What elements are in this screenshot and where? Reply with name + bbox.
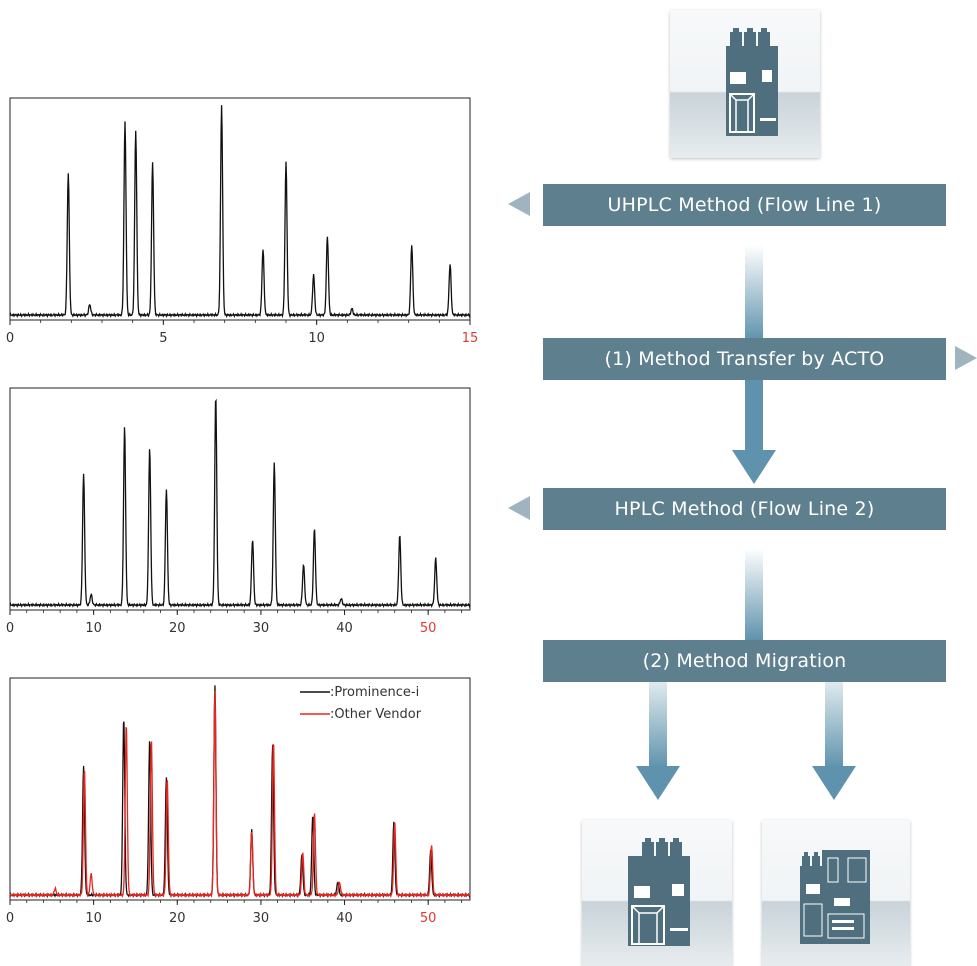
step-migration-label: (2) Method Migration: [642, 650, 847, 672]
down-arrow-head: [732, 450, 776, 484]
x-tick-label: 10: [85, 621, 102, 636]
x-tick-label: 0: [6, 911, 14, 926]
x-tick-label: 0: [6, 621, 14, 636]
flow-arrow-shaft: [649, 682, 667, 768]
x-tick-label: 50: [420, 911, 437, 926]
x-tick-label: 50: [420, 621, 437, 636]
series-trace: [9, 105, 471, 319]
other-vendor-instrument-icon: [762, 820, 910, 966]
plot-frame: [9, 387, 471, 611]
series-trace: [9, 690, 471, 899]
x-tick-label: 10: [308, 331, 325, 346]
right-arrow-triangle: [955, 346, 977, 370]
x-tick-label: 10: [85, 911, 102, 926]
series-trace: [9, 398, 471, 609]
step-transfer-label: (1) Method Transfer by ACTO: [604, 348, 885, 370]
legend-label: :Prominence-i: [330, 685, 419, 700]
flow-arrow-shaft: [745, 245, 763, 340]
x-tick-label: 40: [336, 911, 353, 926]
left-arrow-triangle: [508, 192, 530, 216]
left-arrow-triangle: [508, 496, 530, 520]
flow-arrow-shaft: [825, 682, 843, 768]
step-uhplc-label: UHPLC Method (Flow Line 1): [607, 194, 882, 216]
chromatogram-comparison: 0 10 20 30 40 50 :Prominence-i :Other Vendor: [6, 677, 471, 926]
step-hplc-label: HPLC Method (Flow Line 2): [614, 498, 875, 520]
chromatogram-uhplc: 0 5 10 15: [6, 97, 478, 346]
flow-arrow-shaft: [745, 380, 763, 452]
legend-label: :Other Vendor: [330, 707, 422, 722]
x-tick-label: 20: [169, 911, 186, 926]
uhplc-instrument-icon: [670, 10, 820, 158]
x-tick-label: 40: [336, 621, 353, 636]
x-tick-label: 30: [253, 911, 270, 926]
plot-frame: [9, 97, 471, 321]
chromatogram-hplc: 0 10 20 30 40 50: [6, 387, 471, 636]
flow-arrow-shaft: [745, 548, 763, 640]
down-arrow-head: [636, 766, 680, 800]
x-tick-label: 5: [159, 331, 167, 346]
down-arrow-head: [812, 766, 856, 800]
x-tick-label: 20: [169, 621, 186, 636]
step-method-migration: (2) Method Migration: [543, 640, 946, 682]
x-tick-label: 15: [462, 331, 479, 346]
step-uhplc-method: UHPLC Method (Flow Line 1): [543, 184, 946, 226]
step-method-transfer: (1) Method Transfer by ACTO: [543, 338, 946, 380]
hplc-instrument-icon: [582, 820, 732, 966]
step-hplc-method: HPLC Method (Flow Line 2): [543, 488, 946, 530]
x-tick-label: 0: [6, 331, 14, 346]
x-tick-label: 30: [253, 621, 270, 636]
